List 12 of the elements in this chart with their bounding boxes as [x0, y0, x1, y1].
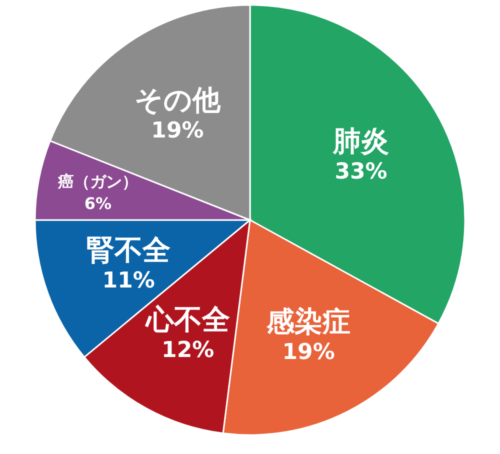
- data-label: 12%: [162, 338, 214, 364]
- data-label: 33%: [334, 159, 388, 184]
- slice-label: 癌（ガン）: [56, 172, 138, 191]
- slice-label: 感染症: [266, 304, 351, 338]
- slice-label: 心不全: [144, 303, 230, 336]
- slice-label: その他: [134, 83, 222, 116]
- data-label: 19%: [151, 118, 204, 144]
- slice-label: 腎不全: [86, 234, 171, 267]
- data-label: 19%: [282, 340, 335, 365]
- data-label: 6%: [84, 194, 112, 213]
- data-label: 11%: [102, 268, 155, 294]
- slice-label: 肺炎: [332, 124, 390, 158]
